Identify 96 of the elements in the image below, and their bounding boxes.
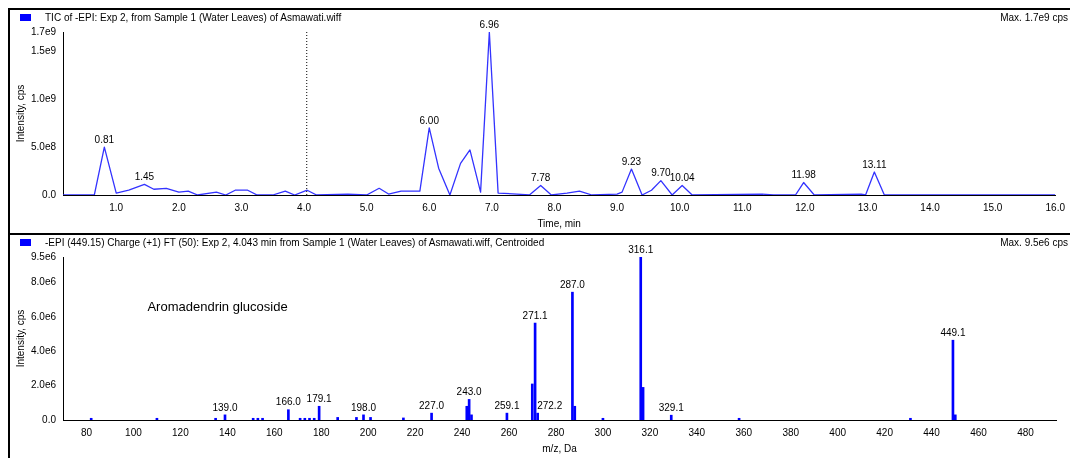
bar bbox=[303, 417, 307, 420]
y-tick-label: 6.0e6 bbox=[30, 310, 57, 322]
bar bbox=[287, 409, 290, 420]
bar bbox=[261, 417, 264, 420]
x-tick-label: 120 bbox=[172, 426, 190, 438]
x-tick-label: 10.0 bbox=[669, 201, 690, 213]
y-tick-label: 5.0e8 bbox=[30, 140, 57, 152]
annotation: 0.81 bbox=[94, 133, 115, 145]
annotation: 9.23 bbox=[621, 155, 642, 167]
y-tick-label: 0.0 bbox=[42, 188, 57, 200]
chart-subtitle: Max. 9.5e6 cps bbox=[1000, 237, 1068, 248]
annotation: 329.1 bbox=[658, 401, 685, 413]
y-tick-label: 9.5e6 bbox=[30, 250, 57, 262]
y-tick-label: 0.0 bbox=[42, 413, 57, 425]
x-tick-label: 300 bbox=[594, 426, 612, 438]
annotation: 227.0 bbox=[419, 399, 445, 411]
chart-title: -EPI (449.15) Charge (+1) FT (50): Exp 2, 4.043 min from Sample 1 (Water Leaves) of Asmawati.wiff, Centroided bbox=[45, 237, 545, 248]
x-tick-label: 340 bbox=[688, 426, 706, 438]
bar bbox=[355, 417, 358, 420]
bar bbox=[369, 417, 372, 420]
bar bbox=[430, 412, 433, 420]
x-tick-label: 100 bbox=[125, 426, 143, 438]
x-tick-label: 180 bbox=[312, 426, 331, 438]
annotation: 179.1 bbox=[306, 393, 333, 405]
x-tick-label: 6.0 bbox=[422, 201, 437, 213]
x-tick-label: 220 bbox=[406, 426, 424, 438]
y-tick-label: 4.0e6 bbox=[30, 345, 57, 357]
y-axis-title: Intensity, cps bbox=[14, 309, 26, 368]
x-tick-label: 12.0 bbox=[795, 201, 816, 213]
chart-title: TIC of -EPI: Exp 2, from Sample 1 (Water Leaves) of Asmawati.wiff bbox=[45, 12, 342, 23]
x-tick-label: 16.0 bbox=[1045, 201, 1066, 213]
annotation: 259.1 bbox=[494, 399, 520, 411]
annotation: 166.0 bbox=[275, 396, 302, 408]
x-tick-label: 460 bbox=[970, 426, 988, 438]
bar bbox=[909, 417, 912, 420]
x-tick-label: 2.0 bbox=[171, 201, 187, 213]
annotation: 272.2 bbox=[537, 399, 563, 411]
x-tick-label: 14.0 bbox=[920, 201, 941, 213]
annotation: 6.96 bbox=[479, 18, 500, 30]
annotation: 1.45 bbox=[134, 171, 155, 183]
x-tick-label: 280 bbox=[547, 426, 565, 438]
x-tick-label: 8.0 bbox=[547, 201, 562, 213]
bar bbox=[312, 417, 316, 420]
y-tick-label: 1.5e9 bbox=[30, 44, 57, 56]
x-tick-label: 160 bbox=[265, 426, 284, 438]
annotation: 316.1 bbox=[628, 243, 654, 255]
bar bbox=[639, 257, 643, 420]
x-tick-label: 320 bbox=[641, 426, 659, 438]
annotation: 10.04 bbox=[669, 172, 696, 184]
x-tick-label: 3.0 bbox=[234, 201, 249, 213]
x-tick-label: 11.0 bbox=[732, 201, 753, 213]
y-tick-label: 1.7e9 bbox=[30, 25, 57, 37]
x-tick-label: 240 bbox=[453, 426, 471, 438]
x-tick-label: 420 bbox=[876, 426, 894, 438]
annotation: 13.11 bbox=[862, 158, 887, 170]
y-tick-label: 1.0e9 bbox=[30, 92, 57, 104]
annotation: 243.0 bbox=[456, 386, 483, 398]
x-axis-title: m/z, Da bbox=[542, 442, 578, 454]
bar bbox=[669, 414, 673, 420]
x-tick-label: 80 bbox=[80, 426, 93, 438]
bar bbox=[571, 291, 574, 420]
x-tick-label: 400 bbox=[829, 426, 847, 438]
annotation: 6.00 bbox=[419, 114, 440, 126]
x-tick-label: 140 bbox=[219, 426, 237, 438]
annotation: 271.1 bbox=[522, 309, 549, 321]
x-tick-label: 200 bbox=[359, 426, 377, 438]
x-tick-label: 15.0 bbox=[982, 201, 1003, 213]
y-tick-label: 8.0e6 bbox=[30, 276, 57, 288]
bar bbox=[308, 417, 311, 420]
bar bbox=[89, 417, 93, 420]
annotation: Aromadendrin glucoside bbox=[147, 299, 288, 315]
x-tick-label: 480 bbox=[1017, 426, 1035, 438]
annotation: 11.98 bbox=[791, 169, 817, 181]
y-tick-label: 2.0e6 bbox=[30, 379, 57, 391]
annotation: 287.0 bbox=[559, 278, 586, 290]
annotation: 198.0 bbox=[350, 401, 377, 413]
x-tick-label: 7.0 bbox=[484, 201, 500, 213]
x-tick-label: 380 bbox=[782, 426, 800, 438]
x-tick-label: 9.0 bbox=[610, 201, 625, 213]
bar bbox=[214, 417, 217, 420]
x-tick-label: 260 bbox=[500, 426, 518, 438]
annotation: 139.0 bbox=[212, 401, 238, 413]
x-tick-label: 1.0 bbox=[109, 201, 124, 213]
bar bbox=[336, 417, 340, 420]
chart-subtitle: Max. 1.7e9 cps bbox=[1000, 12, 1068, 23]
bar bbox=[402, 417, 405, 420]
y-axis-title: Intensity, cps bbox=[14, 84, 26, 143]
x-axis-title: Time, min bbox=[537, 217, 581, 229]
annotation: 7.78 bbox=[530, 172, 551, 184]
x-tick-label: 360 bbox=[735, 426, 753, 438]
bar bbox=[362, 414, 365, 420]
x-tick-label: 13.0 bbox=[857, 201, 878, 213]
x-tick-label: 4.0 bbox=[297, 201, 312, 213]
x-tick-label: 5.0 bbox=[359, 201, 375, 213]
annotation: 449.1 bbox=[940, 326, 966, 338]
x-tick-label: 440 bbox=[923, 426, 941, 438]
